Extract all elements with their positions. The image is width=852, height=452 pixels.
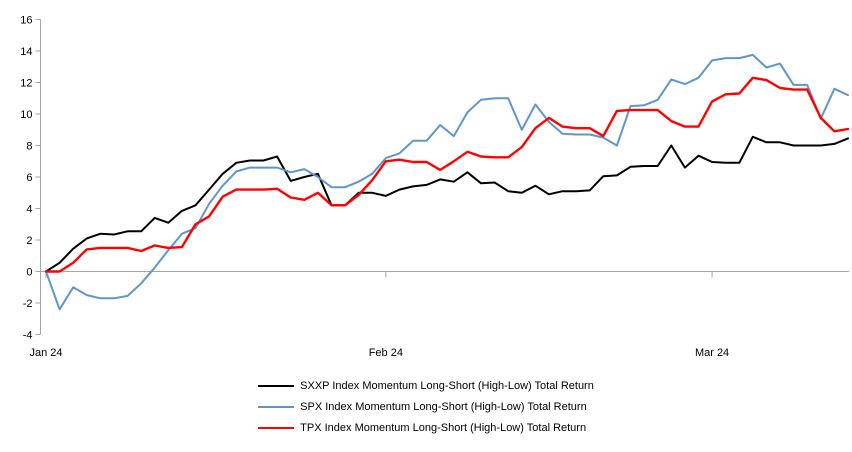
series-line-2 <box>44 76 850 273</box>
y-axis-tick-label: -2 <box>23 298 33 310</box>
legend: SXXP Index Momentum Long-Short (High-Low… <box>0 375 852 438</box>
y-axis-tick-label: 4 <box>26 204 32 216</box>
legend-label-tpx: TPX Index Momentum Long-Short (High-Low)… <box>300 421 587 434</box>
legend-item-sxxp: SXXP Index Momentum Long-Short (High-Low… <box>258 375 594 396</box>
y-axis-tick-label: 12 <box>20 78 32 90</box>
y-axis-tick-label: 8 <box>26 141 32 153</box>
y-axis-tick-label: 14 <box>20 46 32 58</box>
legend-label-spx: SPX Index Momentum Long-Short (High-Low)… <box>300 400 587 413</box>
legend-line-sample-tpx <box>258 426 295 429</box>
legend-line-sample-spx <box>258 405 295 408</box>
legend-line-sample-sxxp <box>258 384 295 387</box>
y-axis-tick-label: 10 <box>20 109 32 121</box>
y-axis-tick-label: 6 <box>26 172 32 184</box>
series-line-1 <box>45 53 849 311</box>
legend-item-spx: SPX Index Momentum Long-Short (High-Low)… <box>258 396 587 417</box>
x-axis-tick-label: Mar 24 <box>695 347 729 359</box>
plot-area: 16 14 12 10 8 6 4 2 0 -2 -4 Jan 24 Feb 24 Mar 24 <box>20 15 850 359</box>
series-line-0 <box>45 135 849 273</box>
y-axis-tick-label: 0 <box>26 267 32 279</box>
legend-label-sxxp: SXXP Index Momentum Long-Short (High-Low… <box>300 379 594 392</box>
legend-item-tpx: TPX Index Momentum Long-Short (High-Low)… <box>258 417 586 438</box>
y-axis-tick-label: 16 <box>20 15 32 27</box>
x-axis-tick-label: Feb 24 <box>369 347 403 359</box>
x-axis-tick-label: Jan 24 <box>29 347 62 359</box>
y-axis-tick-label: 2 <box>26 235 32 247</box>
legend-inner: SXXP Index Momentum Long-Short (High-Low… <box>258 375 594 438</box>
y-axis-tick-label: -4 <box>23 330 33 342</box>
